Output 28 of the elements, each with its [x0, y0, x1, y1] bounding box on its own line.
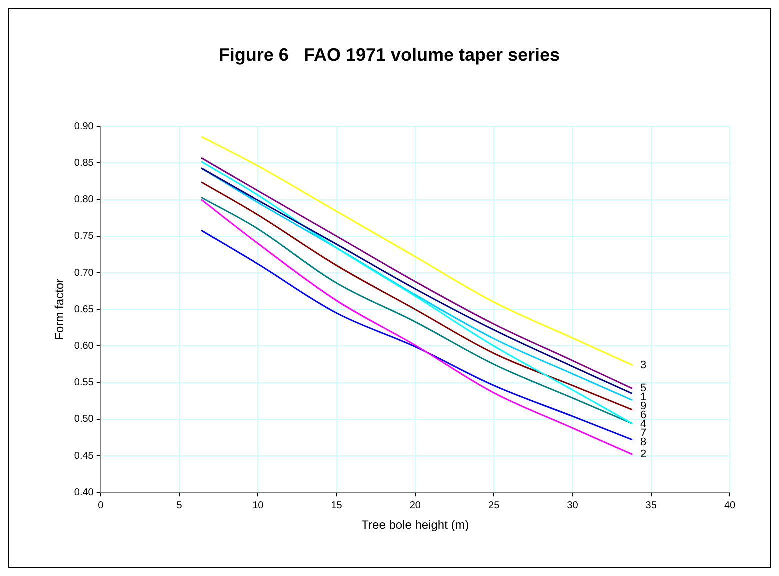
y-tick-label: 0.65 [74, 304, 94, 316]
line-series [200, 230, 634, 441]
y-tick-label: 0.90 [74, 121, 94, 132]
x-tick-label: 35 [646, 500, 658, 512]
x-tick-label: 15 [331, 500, 343, 512]
x-tick-label: 40 [724, 500, 736, 512]
y-tick-label: 0.80 [74, 194, 94, 206]
y-tick-label: 0.70 [74, 268, 94, 279]
y-axis-title: Form factor [52, 278, 67, 340]
y-tick-label: 0.85 [74, 158, 94, 169]
x-tick-label: 0 [98, 500, 104, 512]
y-tick-label: 0.45 [74, 450, 94, 462]
x-tick-label: 5 [176, 500, 183, 512]
series-label: 8 [640, 436, 647, 449]
x-tick-label: 30 [567, 500, 579, 512]
y-tick-label: 0.75 [74, 231, 94, 242]
series-label: 3 [640, 359, 647, 372]
line-series [200, 136, 634, 366]
x-tick-label: 20 [410, 500, 422, 512]
y-tick-label: 0.50 [74, 414, 94, 426]
y-tick-label: 0.40 [74, 487, 94, 498]
x-axis-title: Tree bole height (m) [362, 518, 470, 532]
chart-title: Figure 6 FAO 1971 volume taper series [218, 44, 560, 65]
y-tick-label: 0.55 [74, 378, 94, 389]
series-label: 2 [640, 448, 647, 461]
x-tick-label: 10 [252, 500, 264, 512]
y-tick-label: 0.60 [74, 340, 94, 352]
x-tick-label: 25 [488, 500, 500, 512]
